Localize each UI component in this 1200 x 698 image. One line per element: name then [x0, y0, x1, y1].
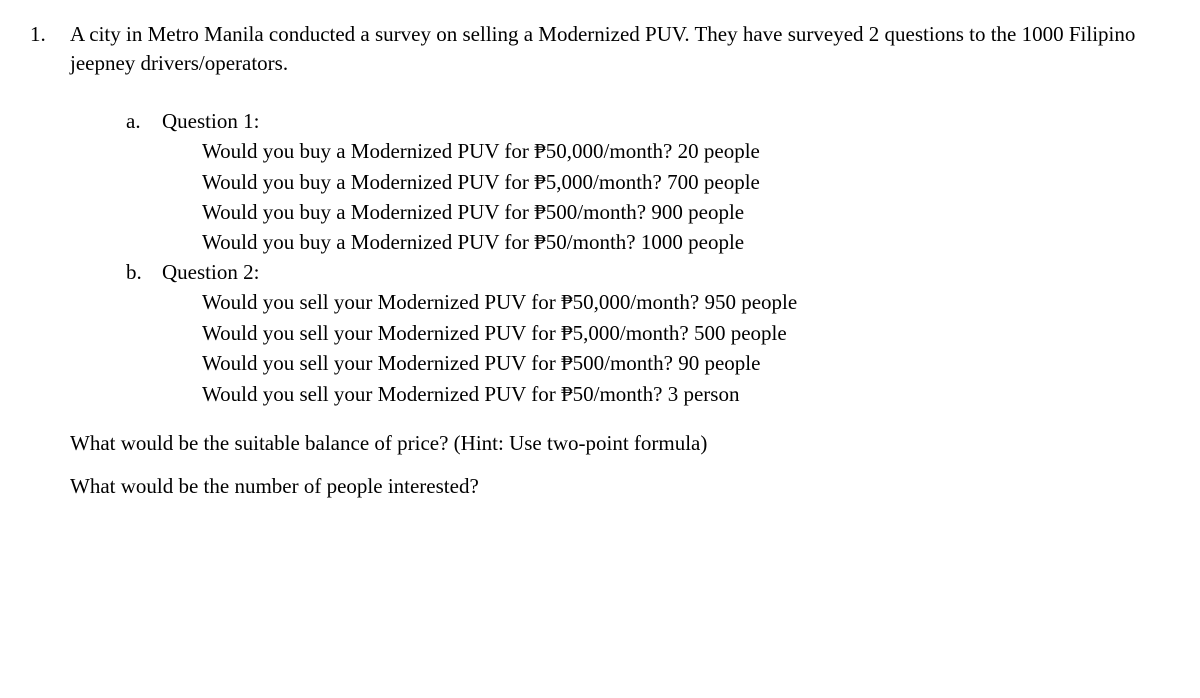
sub-body-a: Question 1: Would you buy a Modernized P…: [162, 107, 1170, 258]
sub-letter-b: b.: [126, 258, 162, 287]
intro-text: A city in Metro Manila conducted a surve…: [70, 20, 1170, 79]
survey-line: Would you sell your Modernized PUV for ₱…: [162, 287, 1170, 317]
survey-line: Would you buy a Modernized PUV for ₱50/m…: [162, 227, 1170, 257]
survey-line: Would you sell your Modernized PUV for ₱…: [162, 318, 1170, 348]
sub-body-b: Question 2: Would you sell your Moderniz…: [162, 258, 1170, 409]
survey-line: Would you buy a Modernized PUV for ₱500/…: [162, 197, 1170, 227]
survey-line: Would you buy a Modernized PUV for ₱50,0…: [162, 136, 1170, 166]
sub-question-b: b. Question 2: Would you sell your Moder…: [126, 258, 1170, 409]
question-body: A city in Metro Manila conducted a surve…: [70, 20, 1170, 502]
sub-question-list: a. Question 1: Would you buy a Modernize…: [70, 107, 1170, 409]
sub-b-title: Question 2:: [162, 258, 1170, 287]
prompt-balance-price: What would be the suitable balance of pr…: [70, 429, 1170, 458]
survey-line: Would you sell your Modernized PUV for ₱…: [162, 379, 1170, 409]
sub-a-title: Question 1:: [162, 107, 1170, 136]
sub-letter-a: a.: [126, 107, 162, 136]
sub-question-a: a. Question 1: Would you buy a Modernize…: [126, 107, 1170, 258]
survey-line: Would you sell your Modernized PUV for ₱…: [162, 348, 1170, 378]
question-block: 1. A city in Metro Manila conducted a su…: [30, 20, 1170, 502]
survey-line: Would you buy a Modernized PUV for ₱5,00…: [162, 167, 1170, 197]
question-number: 1.: [30, 20, 70, 49]
prompt-people-interested: What would be the number of people inter…: [70, 472, 1170, 501]
